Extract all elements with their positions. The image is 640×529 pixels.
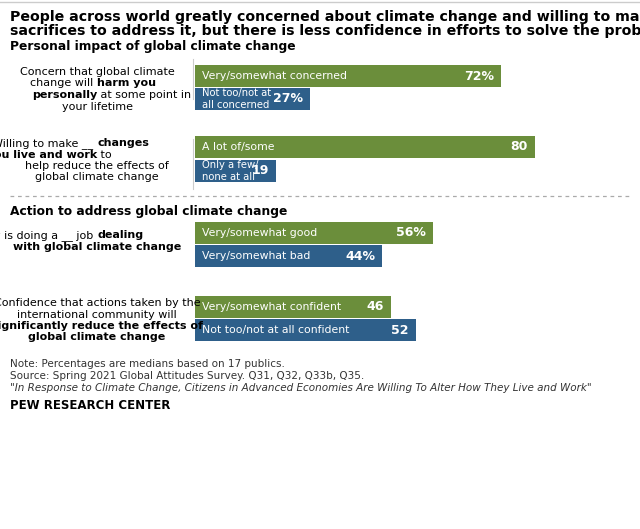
Text: 27%: 27%	[273, 93, 303, 105]
Text: Very/somewhat bad: Very/somewhat bad	[202, 251, 310, 261]
Text: Confidence that actions taken by the: Confidence that actions taken by the	[0, 298, 200, 308]
Text: Only a few/
none at all: Only a few/ none at all	[202, 160, 259, 182]
Text: 19: 19	[252, 165, 269, 178]
Text: 56%: 56%	[396, 226, 426, 240]
Text: People across world greatly concerned about climate change and willing to make: People across world greatly concerned ab…	[10, 10, 640, 24]
Text: Willing to make __: Willing to make __	[0, 138, 97, 149]
Bar	[195, 296, 390, 318]
Text: Note: Percentages are medians based on 17 publics.: Note: Percentages are medians based on 1…	[10, 359, 285, 369]
Text: global climate change: global climate change	[28, 333, 166, 342]
Text: sacrifices to address it, but there is less confidence in efforts to solve the p: sacrifices to address it, but there is l…	[10, 24, 640, 38]
Text: with global climate change: with global climate change	[13, 242, 181, 251]
Text: Source: Spring 2021 Global Attitudes Survey. Q31, Q32, Q33b, Q35.: Source: Spring 2021 Global Attitudes Sur…	[10, 371, 364, 381]
Text: dealing: dealing	[97, 230, 143, 240]
Bar	[195, 136, 535, 158]
Text: Our society is doing a __ job: Our society is doing a __ job	[0, 230, 97, 241]
Text: harm you: harm you	[97, 78, 156, 88]
Text: Not too/not at all confident: Not too/not at all confident	[202, 325, 349, 335]
Text: at some point in: at some point in	[97, 90, 191, 100]
Text: Very/somewhat concerned: Very/somewhat concerned	[202, 71, 347, 81]
Text: personally: personally	[32, 90, 97, 100]
Text: 72%: 72%	[464, 69, 494, 83]
Text: help reduce the effects of: help reduce the effects of	[25, 161, 169, 171]
Text: Personal impact of global climate change: Personal impact of global climate change	[10, 40, 296, 53]
Text: to: to	[97, 150, 111, 160]
Bar	[195, 88, 310, 110]
Text: 52: 52	[392, 324, 409, 336]
Bar	[195, 65, 501, 87]
Bar	[195, 222, 433, 244]
Text: 46: 46	[366, 300, 383, 314]
Text: about how you live and work: about how you live and work	[0, 150, 97, 160]
Bar	[195, 160, 276, 182]
Text: Not too/not at
all concerned: Not too/not at all concerned	[202, 88, 271, 110]
Text: Very/somewhat confident: Very/somewhat confident	[202, 302, 341, 312]
Text: "In Response to Climate Change, Citizens in Advanced Economies Are Willing To Al: "In Response to Climate Change, Citizens…	[10, 383, 591, 393]
Text: Very/somewhat good: Very/somewhat good	[202, 228, 317, 238]
Text: your lifetime: your lifetime	[61, 102, 132, 112]
Text: change will: change will	[30, 78, 97, 88]
Bar	[195, 245, 382, 267]
Text: Action to address global climate change: Action to address global climate change	[10, 205, 287, 218]
Text: international community will: international community will	[17, 309, 177, 320]
Text: PEW RESEARCH CENTER: PEW RESEARCH CENTER	[10, 399, 170, 412]
Text: A lot of/some: A lot of/some	[202, 142, 275, 152]
Text: changes: changes	[97, 138, 149, 148]
Text: 44%: 44%	[345, 250, 375, 262]
Text: Concern that global climate: Concern that global climate	[20, 67, 174, 77]
Text: global climate change: global climate change	[35, 172, 159, 183]
Text: 80: 80	[511, 141, 528, 153]
Bar	[195, 319, 416, 341]
Text: significantly reduce the effects of: significantly reduce the effects of	[0, 321, 203, 331]
